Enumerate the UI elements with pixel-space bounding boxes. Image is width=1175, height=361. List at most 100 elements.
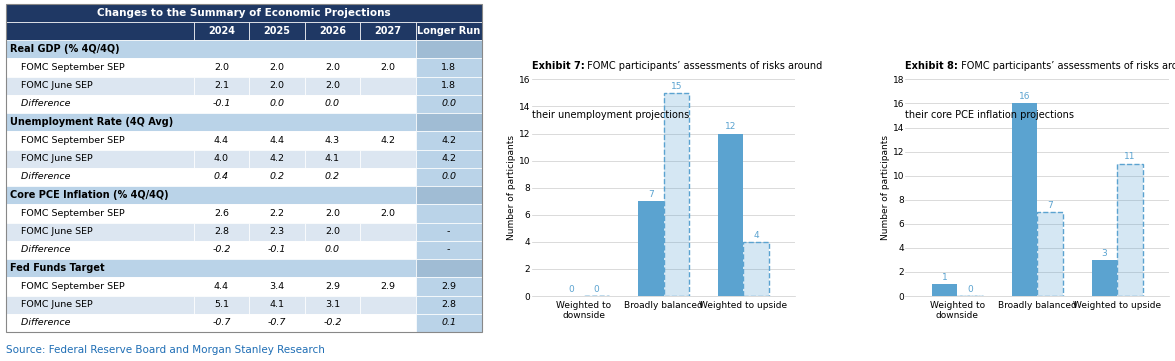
Text: 2.8: 2.8 <box>214 227 229 236</box>
Bar <box>416 241 482 259</box>
Text: 2.8: 2.8 <box>441 300 456 309</box>
Text: 3: 3 <box>1101 249 1107 258</box>
Bar <box>304 58 361 77</box>
Bar <box>6 113 416 131</box>
Text: 0.0: 0.0 <box>324 100 340 109</box>
Text: 4.1: 4.1 <box>269 300 284 309</box>
Text: 4.4: 4.4 <box>214 282 229 291</box>
Text: 2027: 2027 <box>375 26 402 36</box>
Bar <box>249 241 304 259</box>
Text: 2.0: 2.0 <box>214 63 229 72</box>
Bar <box>194 149 249 168</box>
Text: -0.7: -0.7 <box>213 318 230 327</box>
Bar <box>304 204 361 223</box>
Bar <box>361 296 416 314</box>
Bar <box>6 296 194 314</box>
Text: 2.0: 2.0 <box>324 209 340 218</box>
Text: FOMC September SEP: FOMC September SEP <box>12 209 125 218</box>
Text: 4.3: 4.3 <box>324 136 340 145</box>
Text: Fed Funds Target: Fed Funds Target <box>9 263 105 273</box>
Bar <box>194 296 249 314</box>
Bar <box>249 77 304 95</box>
Bar <box>361 314 416 332</box>
Bar <box>194 77 249 95</box>
Text: 4.0: 4.0 <box>214 154 229 163</box>
Text: Core PCE Inflation (% 4Q/4Q): Core PCE Inflation (% 4Q/4Q) <box>9 190 168 200</box>
Text: FOMC September SEP: FOMC September SEP <box>12 63 125 72</box>
Bar <box>194 223 249 241</box>
Text: 4.2: 4.2 <box>441 154 456 163</box>
Text: 7: 7 <box>647 190 653 199</box>
Bar <box>1117 164 1143 296</box>
Bar <box>1038 212 1063 296</box>
Text: 2.0: 2.0 <box>381 63 396 72</box>
Bar <box>249 168 304 186</box>
Text: -0.2: -0.2 <box>213 245 230 255</box>
Bar <box>249 58 304 77</box>
Bar <box>744 242 768 296</box>
Bar <box>361 241 416 259</box>
Bar <box>194 22 249 40</box>
Text: 16: 16 <box>1019 92 1030 101</box>
Bar <box>1038 212 1063 296</box>
Bar <box>304 131 361 149</box>
Bar <box>6 77 194 95</box>
Text: 4.4: 4.4 <box>214 136 229 145</box>
Bar <box>932 284 958 296</box>
Text: 2.3: 2.3 <box>269 227 284 236</box>
Bar <box>6 186 416 204</box>
Text: Exhibit 8:: Exhibit 8: <box>906 61 959 71</box>
Bar <box>1117 164 1143 296</box>
Text: FOMC participants’ assessments of risks around: FOMC participants’ assessments of risks … <box>959 61 1175 71</box>
Text: -: - <box>446 227 450 236</box>
Bar <box>416 40 482 58</box>
Bar <box>194 58 249 77</box>
Bar <box>249 314 304 332</box>
Bar <box>416 22 482 40</box>
Text: their unemployment projections: their unemployment projections <box>532 110 689 120</box>
Bar <box>6 58 194 77</box>
Text: 3.1: 3.1 <box>324 300 340 309</box>
Text: Longer Run: Longer Run <box>417 26 481 36</box>
Text: -0.1: -0.1 <box>268 245 286 255</box>
Text: 2.0: 2.0 <box>324 63 340 72</box>
Text: -: - <box>446 245 450 255</box>
Text: 4.2: 4.2 <box>441 136 456 145</box>
Bar <box>416 95 482 113</box>
Text: 4.2: 4.2 <box>269 154 284 163</box>
Bar <box>194 95 249 113</box>
Bar <box>304 223 361 241</box>
Text: 0.2: 0.2 <box>324 173 340 182</box>
Bar <box>361 223 416 241</box>
Bar <box>416 223 482 241</box>
Bar <box>194 131 249 149</box>
Text: Difference: Difference <box>12 100 70 109</box>
Bar <box>6 22 194 40</box>
Text: 7: 7 <box>1047 201 1053 210</box>
Bar <box>1012 104 1038 296</box>
Bar <box>304 95 361 113</box>
Text: Real GDP (% 4Q/4Q): Real GDP (% 4Q/4Q) <box>9 44 120 54</box>
Text: 5.1: 5.1 <box>214 300 229 309</box>
Text: 2.9: 2.9 <box>381 282 396 291</box>
Bar <box>416 204 482 223</box>
Bar <box>6 314 194 332</box>
Bar <box>6 223 194 241</box>
Text: FOMC June SEP: FOMC June SEP <box>12 300 93 309</box>
Text: Unemployment Rate (4Q Avg): Unemployment Rate (4Q Avg) <box>9 117 173 127</box>
Text: 2024: 2024 <box>208 26 235 36</box>
Text: 0: 0 <box>568 285 573 294</box>
Bar <box>249 223 304 241</box>
Bar <box>304 314 361 332</box>
Text: 2.0: 2.0 <box>381 209 396 218</box>
Text: 4.2: 4.2 <box>381 136 396 145</box>
Bar <box>6 204 194 223</box>
Text: their core PCE inflation projections: their core PCE inflation projections <box>906 110 1074 120</box>
Bar <box>416 259 482 277</box>
Bar <box>718 134 744 296</box>
Bar <box>664 93 689 296</box>
Bar <box>304 77 361 95</box>
Text: 3.4: 3.4 <box>269 282 284 291</box>
Bar <box>194 277 249 296</box>
Bar <box>249 149 304 168</box>
